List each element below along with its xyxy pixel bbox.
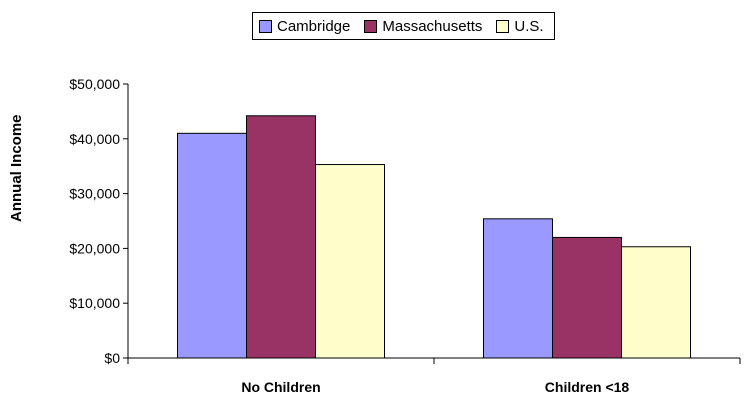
bar-cambridge-0: [177, 132, 247, 359]
legend-label-massachusetts: Massachusetts: [382, 17, 483, 35]
y-tick-label: $20,000: [69, 240, 120, 256]
y-tick-label: $10,000: [69, 295, 120, 311]
legend-item-cambridge: Cambridge: [259, 18, 350, 35]
legend-item-us: U.S.: [496, 17, 544, 35]
bar-massachusetts-0: [246, 115, 316, 359]
legend-label-cambridge: Cambridge: [277, 17, 351, 35]
legend-item-massachusetts: Massachusetts: [364, 18, 482, 35]
legend-swatch-cambridge: [259, 19, 272, 33]
legend-swatch-massachusetts: [364, 19, 378, 33]
chart-legend: Cambridge Massachusetts U.S.: [252, 12, 555, 40]
x-tick-label: No Children: [241, 379, 320, 394]
y-tick-label: $50,000: [69, 76, 120, 92]
bar-us-1: [621, 246, 691, 359]
legend-swatch-us: [496, 19, 510, 33]
y-tick-label: $40,000: [69, 131, 120, 147]
bar-cambridge-1: [483, 218, 553, 359]
legend-label-us: U.S.: [514, 17, 544, 35]
y-tick-label: $30,000: [69, 186, 120, 202]
bar-massachusetts-1: [552, 236, 622, 359]
x-tick-label: Children <18: [545, 379, 630, 394]
bar-us-0: [315, 164, 385, 359]
y-tick-label: $0: [104, 350, 120, 366]
